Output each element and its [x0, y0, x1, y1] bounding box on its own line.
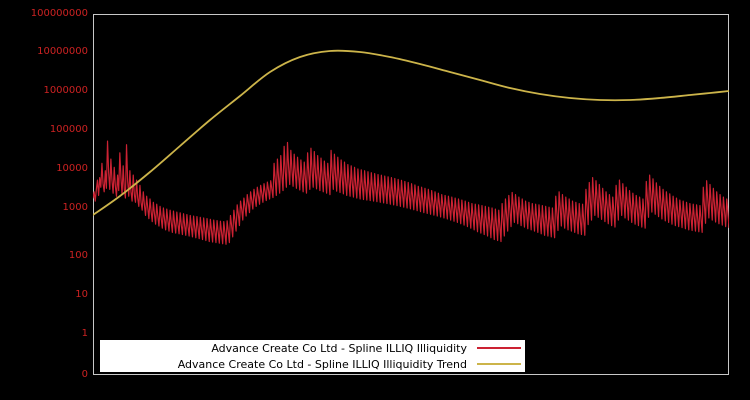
- y-tick-label: 10000000: [37, 46, 88, 57]
- series-svg: [93, 49, 729, 245]
- legend: Advance Create Co Ltd - Spline ILLIQ Ill…: [100, 340, 525, 372]
- y-axis: 100000000 10000000 1000000 100000 10000 …: [0, 0, 88, 400]
- y-tick-label: 100: [68, 250, 88, 261]
- series-line-trend: [93, 49, 729, 216]
- y-tick-label: 1000000: [43, 85, 88, 96]
- legend-swatch-trend: [477, 363, 521, 365]
- series-line-illiquidity: [93, 140, 729, 245]
- legend-swatch-illiquidity: [477, 347, 521, 349]
- y-tick-label: 1000: [62, 202, 88, 213]
- y-tick-label: 1: [81, 328, 88, 339]
- series-layer: [93, 14, 729, 375]
- legend-item-illiquidity: Advance Create Co Ltd - Spline ILLIQ Ill…: [100, 340, 525, 356]
- y-tick-label: 10: [75, 289, 88, 300]
- y-tick-label: 100000: [49, 124, 88, 135]
- legend-label-trend: Advance Create Co Ltd - Spline ILLIQ Ill…: [177, 357, 467, 371]
- y-tick-label: 10000: [56, 163, 88, 174]
- legend-item-trend: Advance Create Co Ltd - Spline ILLIQ Ill…: [100, 356, 525, 372]
- y-tick-label: 100000000: [30, 8, 88, 19]
- legend-label-illiquidity: Advance Create Co Ltd - Spline ILLIQ Ill…: [211, 341, 467, 355]
- y-tick-label: 0: [81, 369, 88, 380]
